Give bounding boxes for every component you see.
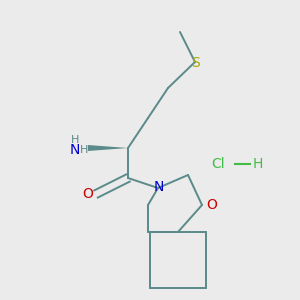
Text: N: N [154, 180, 164, 194]
Text: O: O [82, 187, 93, 201]
Text: Cl: Cl [211, 157, 225, 171]
Text: O: O [207, 198, 218, 212]
Text: H: H [71, 135, 79, 145]
Text: H: H [253, 157, 263, 171]
Text: S: S [192, 56, 200, 70]
Text: N: N [70, 143, 80, 157]
Text: H: H [80, 145, 88, 155]
Polygon shape [88, 145, 128, 151]
